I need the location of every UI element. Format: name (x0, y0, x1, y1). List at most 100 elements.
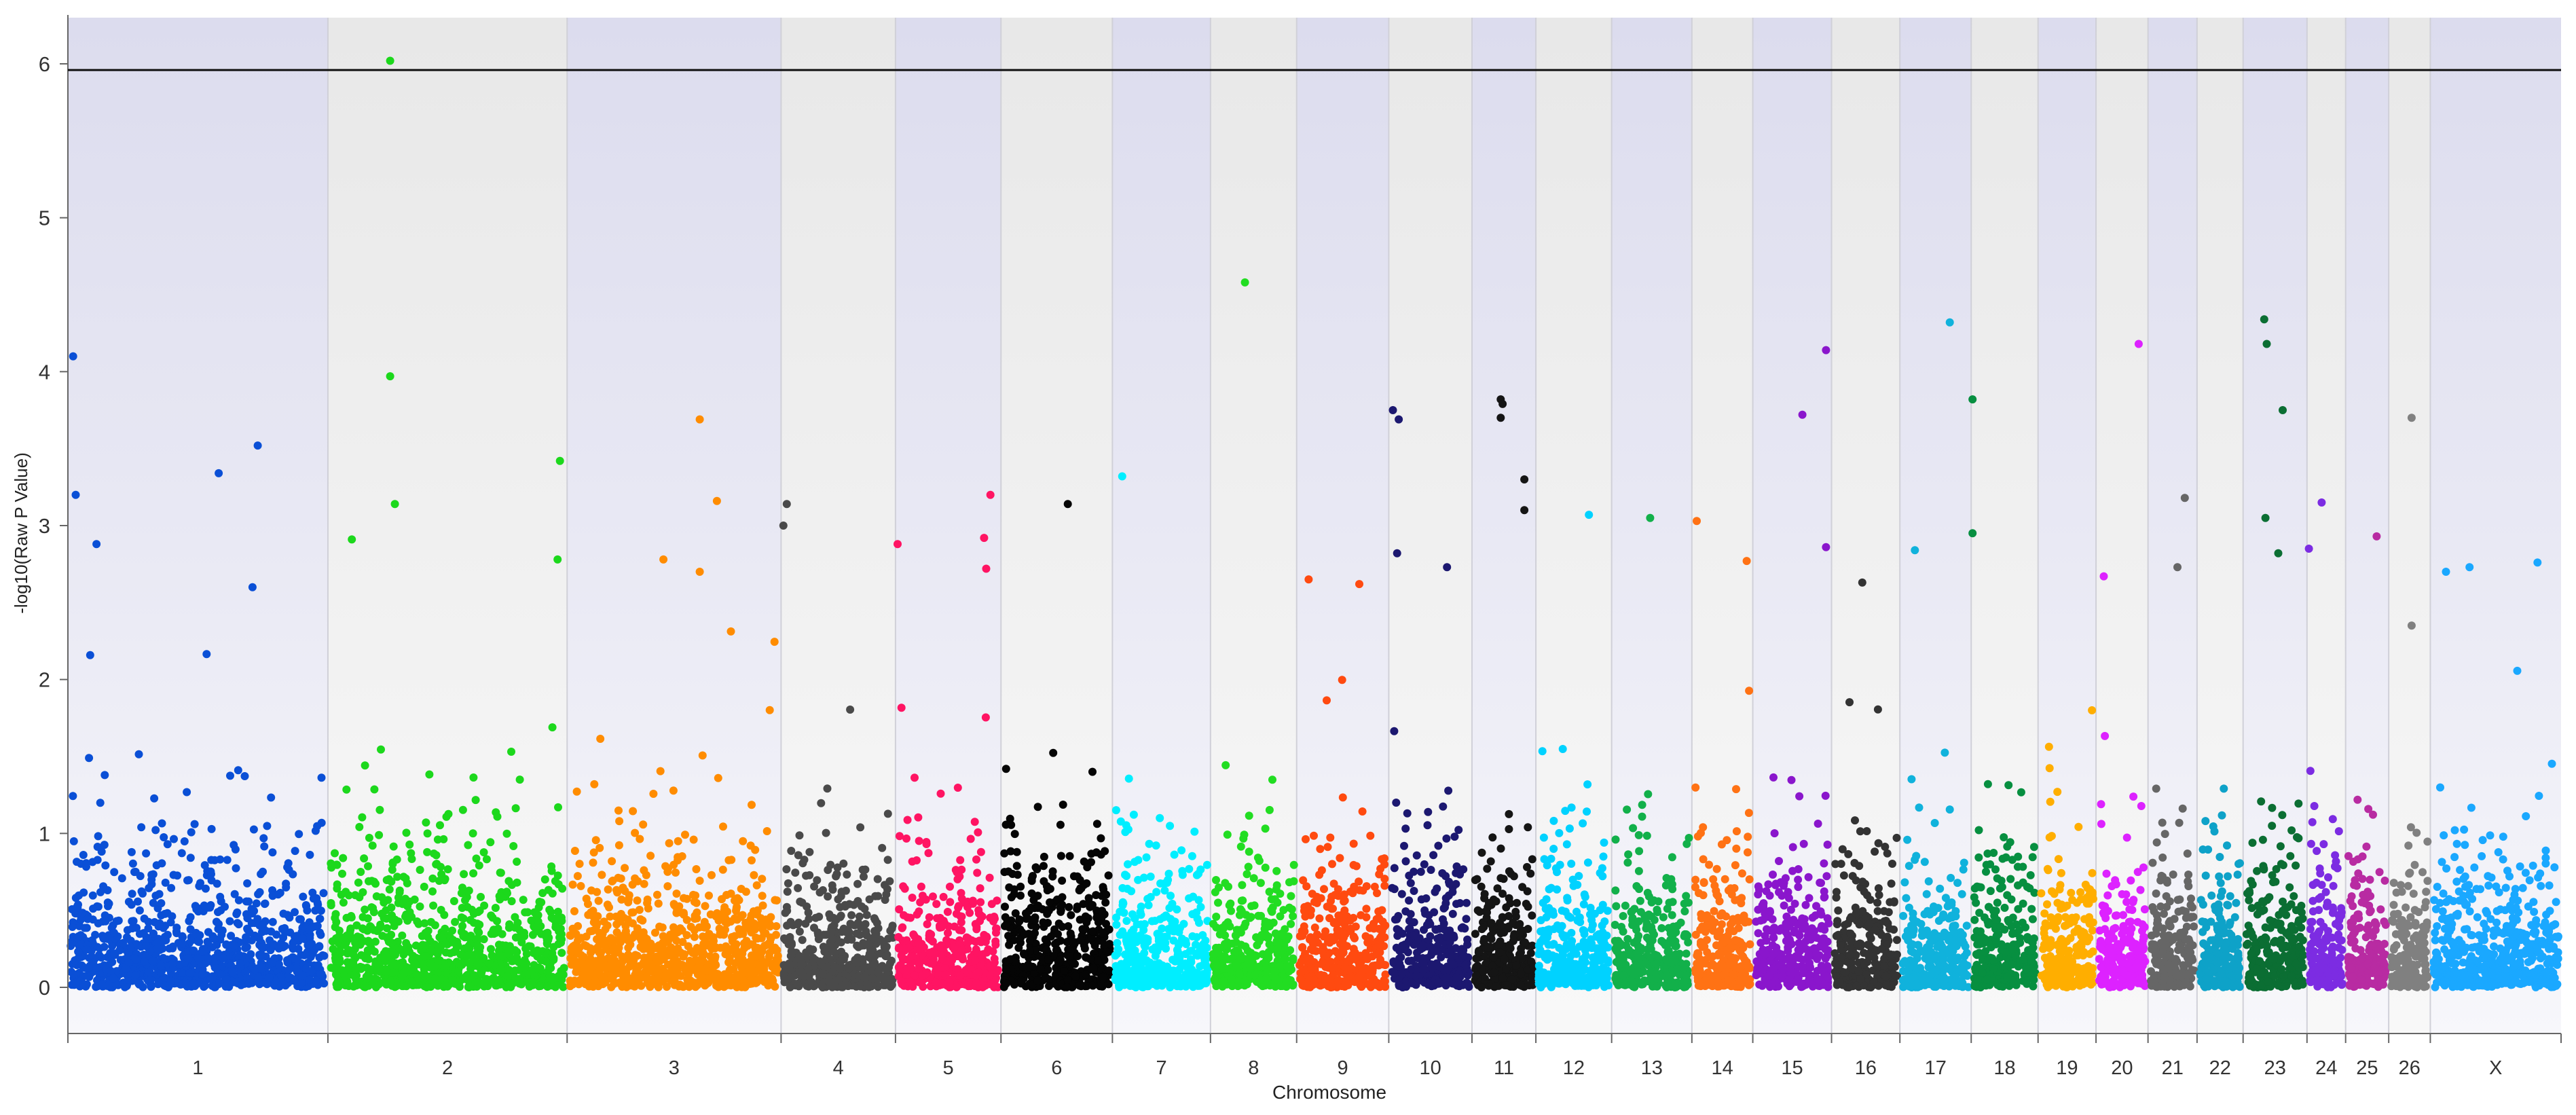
point-chr-3 (716, 981, 724, 989)
point-chr-6 (1002, 765, 1010, 773)
point-chr-3 (720, 903, 729, 911)
point-chr-5 (944, 908, 952, 916)
point-chr-3 (590, 780, 598, 788)
point-chr-6 (1039, 862, 1048, 870)
point-chr-7 (1152, 888, 1160, 896)
point-chr-4 (837, 892, 845, 900)
point-chr-8 (1209, 920, 1217, 928)
point-chr-3 (583, 895, 591, 903)
point-chr-1 (262, 927, 270, 935)
point-chr-1 (173, 871, 181, 879)
point-chr-5 (929, 892, 937, 900)
point-chr-5 (906, 979, 915, 987)
point-chr-8 (1212, 876, 1220, 884)
point-chr-4 (794, 980, 802, 988)
point-chr-3 (665, 839, 674, 847)
point-chr-6 (1013, 862, 1021, 870)
point-chr-1 (309, 949, 317, 957)
point-chr-2 (356, 868, 365, 876)
point-chr-7 (1122, 872, 1130, 880)
point-chr-4 (860, 941, 868, 949)
point-chr-8 (1254, 912, 1262, 920)
point-chr-2 (464, 943, 472, 951)
point-chr-3 (699, 752, 707, 760)
point-chr-2 (427, 918, 435, 926)
point-chr-3 (592, 836, 600, 844)
point-chr-6 (1082, 970, 1090, 979)
point-chr-1 (210, 856, 219, 864)
point-chr-1 (274, 890, 282, 898)
point-chr-3 (758, 875, 766, 883)
point-chr-2 (542, 929, 551, 937)
point-chr-7 (1169, 974, 1177, 983)
point-chr-1 (194, 954, 202, 962)
point-chr-1 (229, 968, 237, 976)
point-chr-5 (895, 943, 903, 951)
point-chr-4 (785, 959, 793, 968)
point-chr-3 (680, 950, 688, 958)
point-chr-3 (674, 959, 682, 968)
point-chr-7 (1156, 879, 1164, 888)
point-chr-3 (589, 963, 597, 971)
point-chr-2 (433, 851, 441, 859)
point-chr-3 (752, 945, 760, 953)
point-chr-3 (735, 925, 743, 933)
point-chr-4 (853, 880, 862, 888)
point-chr-4 (860, 873, 868, 881)
point-chr-1 (233, 909, 241, 917)
point-chr-1 (137, 823, 145, 831)
point-chr-2 (469, 869, 477, 877)
point-chr-1 (178, 969, 186, 977)
point-chr-1 (318, 773, 326, 782)
point-chr-5 (934, 965, 942, 973)
point-chr-4 (885, 877, 894, 885)
point-chr-3 (574, 872, 582, 880)
point-chr-1 (202, 885, 210, 893)
point-chr-2 (508, 957, 516, 966)
point-chr-7 (1137, 911, 1145, 919)
point-chr-2 (509, 980, 517, 988)
point-chr-5 (956, 856, 964, 864)
point-chr-3 (617, 910, 625, 918)
point-chr-3 (691, 926, 699, 934)
point-chr-3 (629, 976, 637, 985)
point-chr-1 (313, 822, 321, 830)
point-chr-8 (1288, 905, 1296, 913)
point-chr-6 (1003, 919, 1011, 928)
point-chr-2 (509, 842, 517, 850)
point-chr-3 (727, 890, 735, 898)
point-chr-6 (1057, 852, 1065, 860)
point-chr-5 (942, 936, 951, 945)
point-chr-1 (191, 902, 200, 910)
point-chr-6 (1037, 966, 1045, 974)
point-chr-1 (161, 933, 169, 941)
point-chr-1 (183, 788, 191, 797)
point-chr-2 (441, 876, 449, 884)
point-chr-3 (751, 926, 759, 934)
point-chr-2 (356, 934, 365, 942)
point-chr-2 (457, 951, 465, 959)
point-chr-2 (337, 891, 346, 899)
point-chr-5 (937, 790, 945, 798)
point-chr-2 (360, 854, 368, 862)
point-chr-2 (401, 913, 409, 921)
point-chr-3 (768, 981, 776, 989)
point-chr-1 (168, 912, 176, 920)
point-chr-4 (780, 934, 788, 943)
point-chr-1 (119, 939, 127, 947)
point-chr-1 (234, 766, 242, 774)
point-chr-1 (110, 868, 118, 876)
point-chr-6 (1066, 852, 1074, 860)
point-chr-2 (473, 854, 481, 862)
point-chr-3 (571, 847, 579, 855)
point-chr-6 (1089, 982, 1097, 990)
point-chr-5 (923, 840, 931, 848)
point-chr-4 (817, 799, 825, 807)
point-chr-4 (826, 914, 834, 922)
point-chr-2 (495, 940, 503, 949)
point-chr-2 (331, 849, 339, 858)
point-chr-6 (1088, 768, 1097, 776)
point-chr-2 (554, 803, 562, 811)
point-chr-2 (356, 940, 365, 949)
